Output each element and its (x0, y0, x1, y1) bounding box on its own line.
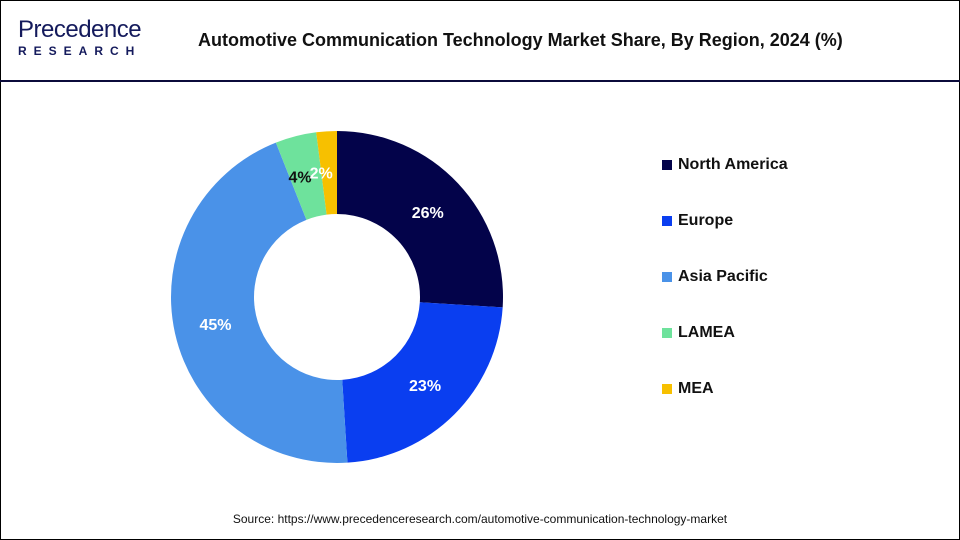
legend-swatch (662, 160, 672, 170)
data-label: 23% (409, 378, 441, 395)
legend-label: North America (678, 156, 788, 173)
legend-swatch (662, 384, 672, 394)
legend-label: Asia Pacific (678, 268, 768, 285)
data-label: 45% (199, 317, 231, 334)
logo-text: Precedence (18, 16, 142, 43)
legend-swatch (662, 216, 672, 226)
data-label: 2% (310, 166, 333, 183)
slice-asia-pacific (171, 142, 348, 463)
legend-label: LAMEA (678, 324, 735, 341)
chart-title: Automotive Communication Technology Mark… (198, 30, 843, 50)
data-label: 26% (412, 205, 444, 222)
data-label: 4% (288, 169, 311, 186)
slice-europe (342, 302, 503, 463)
legend-label: MEA (678, 380, 714, 397)
source-note: Source: https://www.precedenceresearch.c… (232, 512, 728, 526)
legend-item: MEA (662, 361, 714, 417)
legend-item: LAMEA (662, 305, 735, 361)
slice-mea (316, 131, 337, 215)
logo-subtext: RESEARCH (18, 44, 142, 58)
legend-item: North America (662, 137, 788, 193)
legend-item: Europe (662, 193, 733, 249)
legend-item: Asia Pacific (662, 249, 768, 305)
slice-lamea (275, 132, 327, 220)
slice-north-america (337, 131, 503, 308)
legend-swatch (662, 272, 672, 282)
legend-swatch (662, 328, 672, 338)
legend-label: Europe (678, 212, 734, 229)
logo: Precedence RESEARCH (18, 18, 158, 62)
header: Precedence RESEARCH Automotive Communica… (0, 0, 960, 82)
